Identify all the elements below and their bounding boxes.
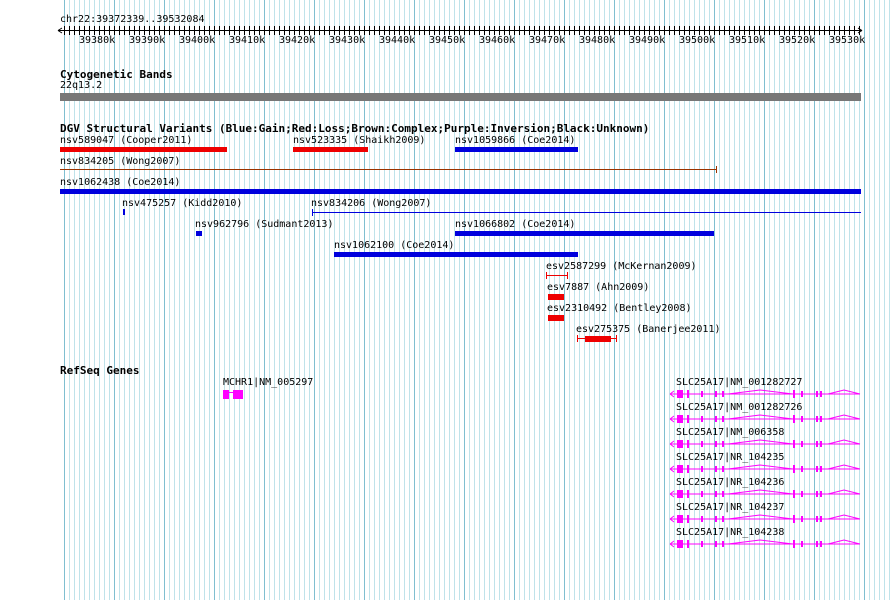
gene-label: MCHR1|NM_005297: [223, 377, 314, 388]
ruler-tick-label: 39520k: [779, 35, 816, 46]
gene-label: SLC25A17|NR_104236: [676, 477, 785, 488]
gene-label: SLC25A17|NR_104237: [676, 502, 785, 513]
variant-label: nsv1062438 (Coe2014): [60, 177, 181, 188]
gene-label: SLC25A17|NM_001282727: [676, 377, 803, 388]
ruler-tick-label: 39460k: [479, 35, 516, 46]
variant-bar-loss[interactable]: [60, 147, 227, 152]
gene-model-slc25a17[interactable]: [668, 463, 862, 477]
coordinates-label: chr22:39372339..39532084: [60, 14, 205, 25]
ruler-tick-label: 39510k: [729, 35, 766, 46]
variant-label: nsv962796 (Sudmant2013): [195, 219, 334, 230]
variant-bar-complex[interactable]: [60, 169, 717, 170]
variant-start-cap: [312, 209, 313, 216]
ruler-tick-label: 39380k: [79, 35, 116, 46]
gene-model-slc25a17[interactable]: [668, 538, 862, 552]
variant-label: nsv834206 (Wong2007): [311, 198, 432, 209]
ruler-tick-label: 39440k: [379, 35, 416, 46]
cyto-track-title: Cytogenetic Bands: [60, 68, 173, 81]
variant-label: esv2310492 (Bentley2008): [547, 303, 692, 314]
variant-label: nsv523335 (Shaikh2009): [293, 135, 426, 146]
ruler-tick-label: 39480k: [579, 35, 616, 46]
ruler-tick-label: 39410k: [229, 35, 266, 46]
cyto-band-bar[interactable]: [60, 93, 861, 101]
ruler-axis: [57, 26, 863, 35]
variant-core-loss: [585, 336, 611, 342]
variant-label: esv7887 (Ahn2009): [547, 282, 650, 293]
variant-bar-gain[interactable]: [123, 209, 125, 215]
gene-label: SLC25A17|NR_104238: [676, 527, 785, 538]
variant-bar-gain[interactable]: [455, 231, 714, 236]
variant-label: nsv475257 (Kidd2010): [122, 198, 243, 209]
gene-model-slc25a17[interactable]: [668, 413, 862, 427]
variant-label: nsv1059866 (Coe2014): [455, 135, 576, 146]
gene-model-mchr1[interactable]: [220, 388, 250, 402]
ruler-tick-label: 39500k: [679, 35, 716, 46]
variant-bar-loss[interactable]: [548, 315, 564, 321]
gene-model-slc25a17[interactable]: [668, 488, 862, 502]
ruler-tick-label: 39390k: [129, 35, 166, 46]
variant-label: esv275375 (Banerjee2011): [576, 324, 721, 335]
ruler-tick-label: 39400k: [179, 35, 216, 46]
variant-start-cap: [577, 335, 578, 342]
variant-label: nsv589047 (Cooper2011): [60, 135, 193, 146]
gene-model-slc25a17[interactable]: [668, 388, 862, 402]
cyto-band-label: 22q13.2: [60, 80, 103, 91]
variant-bar-gain[interactable]: [60, 189, 861, 194]
variant-start-cap: [546, 272, 547, 279]
variant-bar-gain[interactable]: [196, 231, 202, 236]
variant-label: nsv1062100 (Coe2014): [334, 240, 455, 251]
variant-end-cap: [567, 272, 568, 279]
variant-end-cap: [716, 166, 717, 173]
variant-bar-loss[interactable]: [548, 294, 564, 300]
ruler-tick-label: 39430k: [329, 35, 366, 46]
gene-label: SLC25A17|NM_006358: [676, 427, 785, 438]
gene-label: SLC25A17|NM_001282726: [676, 402, 803, 413]
variant-label: nsv1066802 (Coe2014): [455, 219, 576, 230]
refseq-track-title: RefSeq Genes: [60, 364, 140, 377]
gene-model-slc25a17[interactable]: [668, 438, 862, 452]
variant-bar-loss[interactable]: [546, 275, 568, 276]
ruler-tick-label: 39420k: [279, 35, 316, 46]
variant-bar-gain[interactable]: [334, 252, 578, 257]
gene-model-slc25a17[interactable]: [668, 513, 862, 527]
variant-bar-gain[interactable]: [312, 212, 861, 213]
gene-label: SLC25A17|NR_104235: [676, 452, 785, 463]
variant-end-cap: [616, 335, 617, 342]
ruler-tick-label: 39450k: [429, 35, 466, 46]
variant-bar-gain[interactable]: [455, 147, 578, 152]
variant-label: esv2587299 (McKernan2009): [546, 261, 697, 272]
variant-label: nsv834205 (Wong2007): [60, 156, 181, 167]
variant-bar-loss[interactable]: [293, 147, 368, 152]
ruler-tick-label: 39490k: [629, 35, 666, 46]
dgv-track-title: DGV Structural Variants (Blue:Gain;Red:L…: [60, 122, 650, 135]
ruler-tick-label: 39530k: [829, 35, 866, 46]
ruler-tick-label: 39470k: [529, 35, 566, 46]
